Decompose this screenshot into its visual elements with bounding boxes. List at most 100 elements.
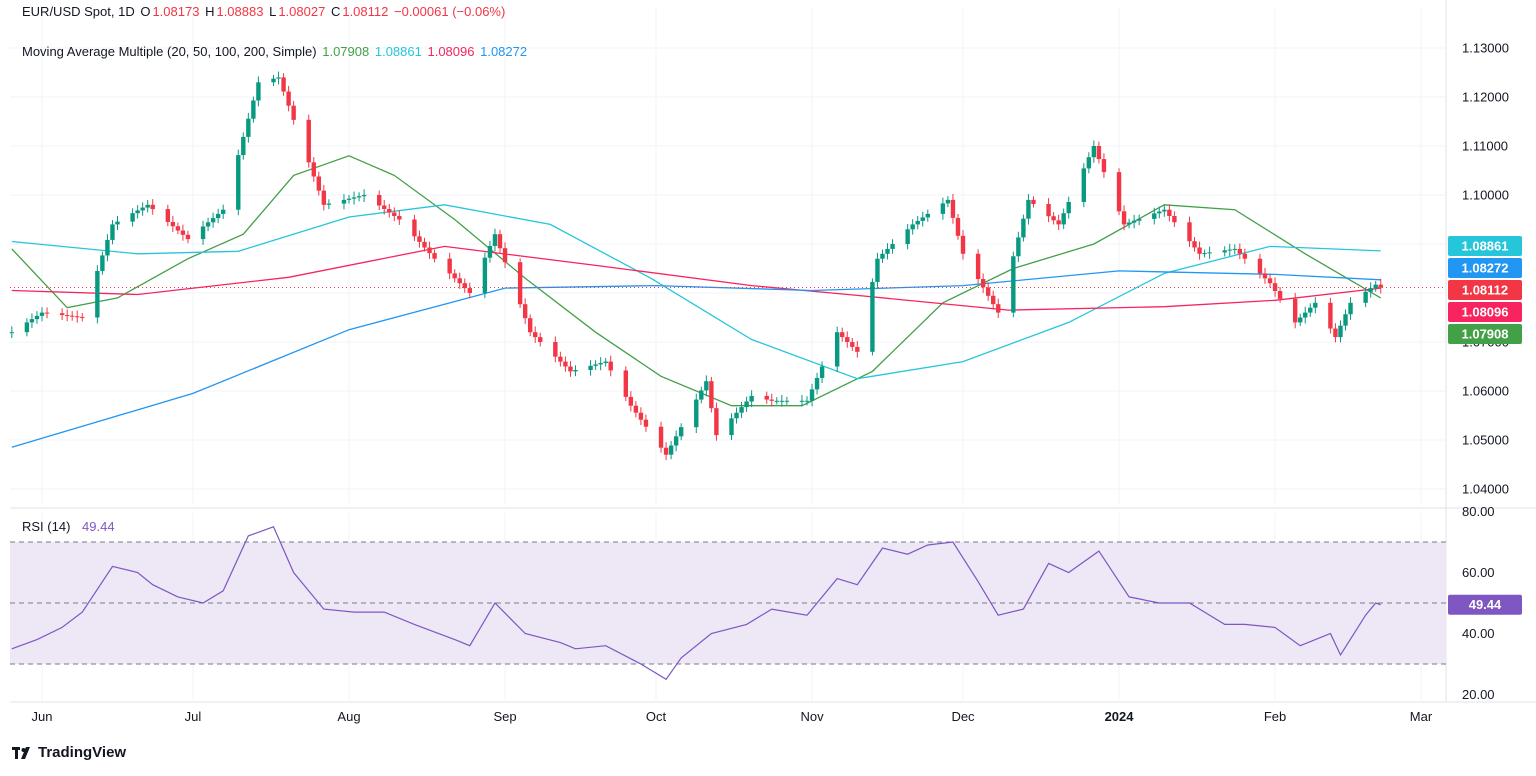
candle-body [1257, 258, 1263, 274]
time-axis-label: Feb [1264, 709, 1286, 724]
price-badge-label: 1.07908 [1462, 327, 1509, 342]
candle-body [1096, 146, 1102, 160]
candle-body [643, 419, 649, 427]
time-axis-label: Aug [337, 709, 360, 724]
candle-body [1026, 199, 1031, 219]
candle-body [387, 209, 392, 213]
rsi-legend[interactable]: RSI (14) 49.44 [22, 519, 117, 535]
candle-body [1313, 302, 1318, 308]
candle-body [271, 78, 276, 83]
candle-body [1298, 317, 1303, 323]
candle-body [497, 234, 503, 249]
candle-body [709, 381, 714, 409]
open-value: 1.08173 [152, 4, 200, 19]
rsi-axis-label: 80.00 [1462, 504, 1495, 519]
candle-body [809, 389, 815, 401]
ma-line-ma100 [11, 245, 1381, 311]
candle-body [1031, 199, 1036, 204]
candle-body [638, 412, 644, 420]
candle-body [563, 361, 568, 367]
candle-body [1187, 222, 1192, 242]
candle-body [890, 244, 895, 249]
candle-body [533, 332, 538, 338]
candle-body [306, 119, 311, 163]
candle-body [527, 318, 533, 333]
ma-legend[interactable]: Moving Average Multiple (20, 50, 100, 20… [22, 44, 529, 60]
candle-body [734, 412, 739, 419]
ma20-value: 1.07908 [322, 44, 370, 59]
candle-body [1237, 248, 1243, 254]
price-badge-label: 1.08112 [1462, 283, 1508, 298]
candle-body [241, 136, 246, 156]
candle-body [397, 216, 402, 220]
candle-body [69, 315, 75, 317]
candle-body [880, 253, 885, 259]
candle-body [1051, 216, 1056, 221]
candle-body [1338, 325, 1343, 338]
candle-body [663, 447, 669, 455]
ma200-value: 1.08272 [480, 44, 528, 59]
candle-body [165, 209, 171, 222]
candle-body [885, 248, 890, 254]
price-axis-label: 1.13000 [1462, 41, 1509, 56]
candle-body [553, 342, 558, 357]
candle-body [593, 364, 598, 366]
candle-body [417, 236, 422, 242]
candle-body [200, 226, 206, 240]
candle-body [704, 381, 709, 391]
candle-body [1262, 273, 1268, 279]
candle-body [1308, 307, 1313, 313]
candle-body [744, 401, 749, 408]
candle-body [467, 288, 472, 293]
candle-body [432, 253, 437, 259]
candle-body [799, 400, 805, 402]
candle-body [492, 234, 498, 246]
candle-body [658, 426, 664, 448]
candle-body [246, 118, 251, 137]
candle-body [1303, 312, 1308, 318]
candle-body [24, 322, 30, 333]
price-badge-label: 1.08096 [1462, 305, 1509, 320]
candle-body [427, 247, 432, 254]
candle-body [130, 213, 135, 222]
rsi-band [10, 542, 1446, 664]
price-axis-label: 1.05000 [1462, 433, 1509, 448]
candle-body [80, 316, 85, 318]
candle-body [558, 356, 563, 362]
candle-body [150, 204, 155, 210]
candle-body [996, 304, 1001, 313]
ma-line-ma200 [11, 270, 1381, 448]
axes: 1.130001.120001.110001.100001.090001.080… [32, 41, 1509, 725]
candle-body [814, 377, 820, 390]
candle-body [64, 315, 70, 317]
candle-body [1343, 314, 1348, 326]
candle-body [145, 204, 150, 208]
candle-body [115, 221, 120, 225]
candle-body [980, 279, 986, 288]
candle-body [1277, 291, 1283, 299]
candle-body [1091, 146, 1097, 158]
candle-body [392, 212, 397, 216]
candle-body [588, 365, 593, 370]
candle-body [517, 262, 523, 305]
candle-body [1021, 218, 1026, 238]
candle-body [1016, 237, 1021, 257]
candle-body [59, 313, 65, 316]
candle-body [1197, 247, 1202, 254]
candle-body [678, 427, 684, 437]
candle-body [1121, 211, 1127, 225]
candle-body [910, 224, 915, 230]
rsi-badge-label: 49.44 [1469, 597, 1502, 612]
candle-body [623, 370, 629, 397]
low-value: 1.08027 [278, 4, 326, 19]
candle-body [1267, 278, 1273, 284]
candle-body [1202, 253, 1207, 255]
candle-body [1157, 211, 1162, 214]
rsi-pane [10, 526, 1446, 681]
candle-body [1272, 283, 1278, 292]
candle-body [382, 205, 387, 209]
candle-body [960, 235, 966, 254]
candle-body [351, 197, 357, 199]
tradingview-logo[interactable]: TradingView [12, 744, 126, 761]
